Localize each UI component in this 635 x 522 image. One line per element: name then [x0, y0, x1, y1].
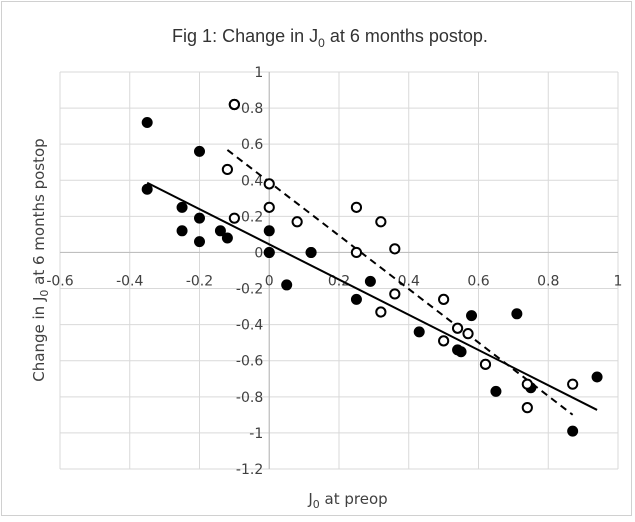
x-tick-label: 1	[614, 273, 623, 289]
chart-title-main: Fig 1: Change in J	[172, 26, 318, 46]
data-point-open	[521, 402, 533, 414]
chart-title-subscript: 0	[318, 36, 325, 50]
y-tick-label: 0.6	[241, 137, 263, 153]
y-tick-label: -1	[249, 426, 263, 442]
data-point-filled	[455, 346, 467, 358]
x-tick-label: -0.2	[186, 273, 213, 289]
data-point-open	[451, 322, 464, 334]
y-tick-label: -0.6	[236, 354, 263, 370]
data-point-filled	[281, 279, 293, 291]
data-point-open	[479, 358, 492, 370]
data-point-filled	[194, 212, 205, 224]
y-tick-label: 0.8	[241, 101, 263, 117]
y-axis-label-rest: at 6 months postop	[30, 138, 48, 289]
data-point-open	[375, 306, 387, 318]
y-tick-label: -0.2	[236, 282, 263, 298]
data-point-filled	[221, 232, 233, 244]
x-tick-label: 0.4	[398, 273, 420, 289]
data-point-open	[350, 246, 363, 259]
y-axis-label-subscript: 0	[38, 290, 51, 297]
data-point-open	[228, 212, 240, 224]
data-point-open	[263, 201, 275, 213]
chart-title: Fig 1: Change in J0 at 6 months postop.	[172, 26, 488, 50]
x-axis-label-rest: at preop	[320, 490, 388, 508]
data-point-filled	[511, 308, 523, 320]
data-point-open	[228, 98, 240, 111]
y-tick-label: 1	[254, 65, 263, 81]
data-point-filled	[194, 236, 205, 248]
data-point-open	[375, 216, 387, 228]
y-axis-label-main: Change in J	[30, 297, 48, 382]
data-point-open	[221, 163, 233, 176]
data-point-open	[438, 335, 450, 347]
data-point-open	[438, 293, 450, 305]
data-point-filled	[490, 385, 502, 397]
x-tick-label: 0.6	[467, 273, 489, 289]
data-point-filled	[350, 293, 362, 305]
y-tick-label: 0.2	[241, 209, 263, 225]
y-tick-label: -0.4	[236, 318, 263, 334]
data-point-filled	[263, 246, 275, 258]
data-point-filled	[567, 425, 579, 437]
data-point-filled	[413, 326, 425, 338]
data-point-filled	[176, 201, 188, 213]
data-point-filled	[364, 275, 376, 287]
x-axis-label-main: J	[307, 490, 312, 508]
x-tick-label: 0.8	[537, 273, 559, 289]
y-tick-label: 0	[254, 245, 263, 261]
y-tick-label: -0.8	[236, 390, 263, 406]
chart-title-rest: at 6 months postop.	[325, 26, 488, 46]
trendline-solid	[146, 181, 598, 411]
data-point-open	[389, 243, 401, 255]
data-point-filled	[141, 117, 153, 129]
data-point-open	[350, 201, 363, 213]
data-point-filled	[141, 183, 153, 195]
data-point-filled	[263, 225, 275, 237]
x-axis-label: J0 at preop	[307, 490, 387, 511]
trendline-dashed	[226, 149, 574, 416]
data-point-filled	[176, 225, 188, 237]
x-tick-label: 0	[265, 273, 274, 289]
x-axis-label-subscript: 0	[313, 498, 320, 511]
x-tick-label: -0.4	[116, 273, 143, 289]
y-tick-label: -1.2	[236, 462, 263, 478]
data-point-filled	[214, 225, 226, 237]
data-point-open	[462, 328, 474, 340]
data-point-filled	[466, 310, 478, 322]
y-tick-label: 0.4	[241, 173, 263, 189]
data-point-filled	[591, 371, 603, 383]
data-point-open	[567, 378, 579, 390]
data-point-open	[291, 216, 303, 228]
data-point-open	[263, 178, 275, 190]
y-axis-label: Change in J0 at 6 months postop	[30, 138, 51, 381]
data-point-filled	[305, 246, 317, 258]
data-point-open	[521, 378, 533, 390]
data-point-filled	[194, 145, 205, 157]
data-point-open	[389, 288, 401, 300]
x-tick-label: -0.6	[46, 273, 73, 289]
